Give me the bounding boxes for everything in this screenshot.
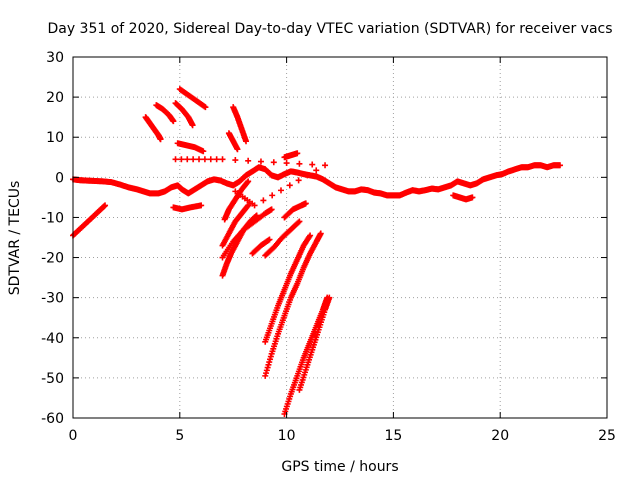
data-point bbox=[283, 160, 290, 167]
series-arc-5.5h bbox=[174, 140, 207, 155]
data-point bbox=[170, 118, 177, 125]
series-arc-10h-hi bbox=[281, 150, 301, 161]
series-arc-4h bbox=[153, 102, 177, 125]
data-point bbox=[234, 146, 241, 153]
data-point bbox=[294, 150, 301, 157]
y-tick-label: -50 bbox=[41, 371, 64, 387]
data-point bbox=[270, 159, 277, 166]
y-tick-label: -10 bbox=[41, 210, 64, 226]
data-point bbox=[245, 202, 252, 209]
data-point bbox=[469, 194, 476, 201]
data-point bbox=[302, 200, 309, 207]
data-point bbox=[277, 187, 284, 194]
data-point bbox=[307, 232, 314, 239]
data-point bbox=[266, 236, 273, 243]
data-point bbox=[172, 156, 179, 163]
data-point bbox=[269, 192, 276, 199]
data-point bbox=[245, 178, 252, 185]
plot-frame bbox=[72, 56, 608, 419]
series-arc-9h-steep2 bbox=[262, 230, 324, 379]
x-tick-label: 10 bbox=[278, 428, 296, 444]
series-arc-7.5h bbox=[219, 206, 275, 261]
series-arc-7.2h bbox=[219, 202, 252, 249]
data-point bbox=[322, 162, 329, 169]
series-arc-3.5h bbox=[142, 114, 164, 143]
data-point bbox=[313, 167, 320, 174]
data-point bbox=[557, 162, 564, 169]
series-arc-5h bbox=[172, 100, 196, 129]
data-point bbox=[244, 179, 251, 186]
data-point bbox=[190, 156, 197, 163]
data-point bbox=[200, 148, 207, 155]
y-tick-label: -60 bbox=[41, 411, 64, 427]
x-tick-label: 5 bbox=[175, 428, 184, 444]
series-arc-7.4h bbox=[225, 130, 241, 153]
data-point bbox=[178, 156, 185, 163]
series-arc-18h bbox=[450, 192, 476, 203]
data-point bbox=[232, 157, 239, 164]
x-tick-label: 0 bbox=[69, 428, 78, 444]
data-point bbox=[286, 182, 293, 189]
data-point bbox=[268, 206, 275, 213]
data-point bbox=[202, 104, 209, 111]
data-point bbox=[219, 156, 226, 163]
data-point bbox=[196, 156, 203, 163]
series-baseline bbox=[70, 162, 564, 199]
data-point bbox=[260, 197, 267, 204]
data-point bbox=[189, 122, 196, 129]
x-axis-label: GPS time / hours bbox=[281, 459, 398, 475]
data-point bbox=[295, 177, 302, 184]
series-arc-9h-steep bbox=[262, 232, 314, 345]
data-point bbox=[213, 156, 220, 163]
data-point bbox=[243, 138, 250, 145]
y-tick-label: -20 bbox=[41, 251, 64, 267]
data-point bbox=[207, 156, 214, 163]
y-axis-label: SDTVAR / TECUs bbox=[7, 181, 23, 296]
x-tick-label: 20 bbox=[491, 428, 509, 444]
data-point bbox=[295, 219, 302, 226]
y-tick-label: 10 bbox=[46, 130, 64, 146]
data-point bbox=[232, 188, 239, 195]
data-point bbox=[201, 156, 208, 163]
series-scattered bbox=[172, 156, 329, 209]
data-point bbox=[296, 160, 303, 167]
data-point bbox=[157, 136, 164, 143]
data-point bbox=[309, 161, 316, 168]
data-point bbox=[317, 230, 324, 237]
series-arc-9.3h bbox=[281, 200, 309, 221]
y-tick-label: 30 bbox=[46, 50, 64, 66]
axis-ticks: 0 5 10 15 20 25 -60 -50 -40 -30 -20 -10 0 10 20 30 bbox=[41, 50, 616, 444]
data-point bbox=[198, 202, 205, 209]
series-arc-8.5h bbox=[249, 236, 273, 257]
data-point bbox=[257, 158, 264, 165]
data-point bbox=[326, 294, 333, 301]
series-arc-start bbox=[70, 202, 109, 239]
x-tick-label: 25 bbox=[598, 428, 616, 444]
scatter-marks bbox=[70, 86, 564, 417]
series-arc-10.6h-deep bbox=[296, 294, 333, 393]
series-arc-5h-low bbox=[170, 202, 205, 213]
y-tick-label: 0 bbox=[55, 170, 64, 186]
grid bbox=[73, 57, 607, 418]
data-point bbox=[102, 202, 109, 209]
plot-border bbox=[72, 56, 608, 419]
data-point bbox=[245, 157, 252, 164]
series-arc-9h bbox=[262, 218, 303, 259]
chart-title: Day 351 of 2020, Sidereal Day-to-day VTE… bbox=[47, 21, 612, 37]
y-tick-label: -30 bbox=[41, 291, 64, 307]
series-arc-5.2h bbox=[176, 86, 209, 111]
data-point bbox=[184, 156, 191, 163]
data-point bbox=[304, 172, 311, 179]
series-arc-7.6h bbox=[230, 104, 250, 145]
data-point bbox=[296, 218, 303, 225]
x-tick-label: 15 bbox=[384, 428, 402, 444]
y-tick-label: -40 bbox=[41, 331, 64, 347]
y-tick-label: 20 bbox=[46, 90, 64, 106]
data-point bbox=[244, 203, 251, 210]
